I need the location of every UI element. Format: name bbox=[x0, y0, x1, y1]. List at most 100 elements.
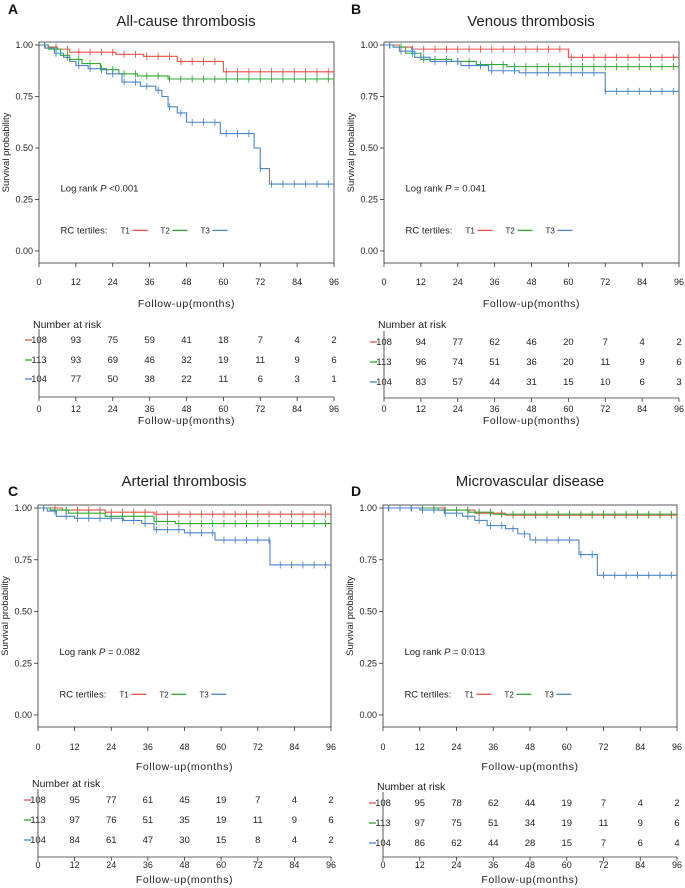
legend-title: RC tertiles: bbox=[404, 689, 451, 700]
risk-value: 4 bbox=[639, 337, 644, 348]
x-tick-label: 60 bbox=[216, 742, 226, 752]
risk-value: 31 bbox=[526, 377, 537, 388]
risk-value: 96 bbox=[416, 357, 427, 368]
risk-x-tick-label: 84 bbox=[292, 404, 302, 414]
x-tick-label: 12 bbox=[415, 742, 425, 752]
risk-value: 59 bbox=[144, 335, 155, 346]
logrank-value: = 0.041 bbox=[451, 183, 486, 194]
risk-value: 30 bbox=[179, 835, 190, 846]
risk-value: 6 bbox=[331, 355, 336, 366]
legend-label: T1 bbox=[121, 226, 131, 235]
logrank-prefix: Log rank bbox=[61, 183, 101, 194]
risk-title: Number at risk bbox=[377, 781, 446, 793]
risk-value: 2 bbox=[676, 337, 681, 348]
risk-x-tick-label: 48 bbox=[526, 404, 536, 414]
risk-value: 61 bbox=[143, 795, 154, 806]
risk-value: 4 bbox=[292, 795, 297, 806]
x-tick-label: 12 bbox=[70, 742, 80, 752]
y-tick-label: 0.75 bbox=[360, 92, 378, 102]
risk-value: 9 bbox=[638, 818, 643, 829]
risk-title: Number at risk bbox=[32, 778, 101, 790]
chart-title: All-cause thrombosis bbox=[116, 13, 255, 30]
y-tick-label: 1.00 bbox=[15, 40, 33, 50]
risk-x-tick-label: 24 bbox=[108, 404, 118, 414]
x-tick-label: 24 bbox=[453, 277, 463, 287]
risk-value: 41 bbox=[181, 335, 192, 346]
risk-value: 95 bbox=[69, 795, 80, 806]
y-tick-label: 1.00 bbox=[359, 503, 377, 513]
risk-value: 3 bbox=[676, 377, 681, 388]
risk-value: 3 bbox=[294, 374, 299, 385]
km-curve-t2 bbox=[383, 507, 677, 515]
legend-title: RC tertiles: bbox=[61, 225, 108, 236]
legend-label: T2 bbox=[504, 690, 514, 699]
risk-value: 7 bbox=[258, 335, 263, 346]
x-tick-label: 24 bbox=[106, 742, 116, 752]
x-axis-label: Follow-up(months) bbox=[483, 298, 580, 310]
risk-x-tick-label: 36 bbox=[488, 860, 498, 870]
risk-x-tick-label: 36 bbox=[490, 404, 500, 414]
risk-value: 75 bbox=[107, 335, 118, 346]
risk-value: 44 bbox=[525, 798, 536, 809]
km-curve-t1 bbox=[384, 44, 679, 58]
km-curve-t2 bbox=[384, 44, 679, 68]
x-tick-label: 96 bbox=[326, 742, 336, 752]
x-tick-label: 36 bbox=[488, 742, 498, 752]
risk-value: 97 bbox=[414, 818, 425, 829]
legend-label: T3 bbox=[201, 226, 211, 235]
panel-a: A All-cause thrombosis 0.00 0.25 0.50 0.75 1.0… bbox=[1, 1, 339, 427]
panel-letter: B bbox=[351, 1, 361, 17]
y-tick-label: 0.50 bbox=[360, 143, 378, 153]
risk-value: 77 bbox=[71, 374, 82, 385]
x-tick-label: 48 bbox=[179, 742, 189, 752]
risk-x-tick-label: 48 bbox=[179, 860, 189, 870]
risk-value: 19 bbox=[561, 818, 572, 829]
y-tick-label: 0.25 bbox=[14, 658, 32, 668]
risk-value: 93 bbox=[71, 335, 82, 346]
km-curve-t1 bbox=[383, 507, 678, 517]
risk-value: 61 bbox=[106, 835, 117, 846]
x-tick-label: 48 bbox=[526, 277, 536, 287]
logrank-p: P bbox=[99, 647, 106, 658]
risk-x-tick-label: 96 bbox=[326, 860, 336, 870]
y-tick-label: 0.00 bbox=[15, 246, 33, 256]
km-curve-t3 bbox=[39, 44, 334, 185]
risk-value: 44 bbox=[489, 377, 500, 388]
risk-value: 78 bbox=[451, 798, 462, 809]
risk-x-tick-label: 96 bbox=[672, 860, 682, 870]
x-tick-label: 0 bbox=[36, 277, 41, 287]
km-curve-t1 bbox=[39, 44, 334, 73]
panel-letter: D bbox=[351, 483, 361, 499]
risk-x-tick-label: 12 bbox=[415, 860, 425, 870]
y-tick-label: 0.00 bbox=[360, 246, 378, 256]
x-tick-label: 24 bbox=[108, 277, 118, 287]
chart-title: Microvascular disease bbox=[456, 473, 604, 490]
risk-value: 2 bbox=[331, 335, 336, 346]
panel-d: D Microvascular disease 0.00 0.25 0.50 0.75 1.… bbox=[345, 473, 682, 886]
logrank-p: P bbox=[445, 183, 452, 194]
risk-value: 51 bbox=[488, 818, 499, 829]
legend-label: T3 bbox=[546, 226, 556, 235]
risk-value: 86 bbox=[414, 838, 425, 849]
risk-x-tick-label: 12 bbox=[416, 404, 426, 414]
y-axis-label: Survival probability bbox=[346, 112, 357, 192]
risk-value: 93 bbox=[71, 355, 82, 366]
x-tick-label: 12 bbox=[71, 277, 81, 287]
legend-label: T2 bbox=[506, 226, 516, 235]
chart-title: Arterial thrombosis bbox=[121, 473, 246, 490]
risk-value: 57 bbox=[452, 377, 463, 388]
risk-value: 6 bbox=[674, 818, 679, 829]
risk-value: 7 bbox=[601, 838, 606, 849]
risk-value: 11 bbox=[599, 818, 609, 829]
logrank-value: <0.001 bbox=[106, 183, 138, 194]
x-tick-label: 24 bbox=[451, 742, 461, 752]
logrank-p: P bbox=[100, 183, 107, 194]
risk-value: 77 bbox=[452, 337, 463, 348]
risk-value: 45 bbox=[179, 795, 190, 806]
x-tick-label: 48 bbox=[525, 742, 535, 752]
risk-value: 46 bbox=[144, 355, 155, 366]
km-curve-t3 bbox=[38, 507, 331, 566]
risk-x-tick-label: 36 bbox=[143, 860, 153, 870]
logrank-prefix: Log rank bbox=[406, 183, 446, 194]
legend-label: T3 bbox=[199, 690, 209, 699]
